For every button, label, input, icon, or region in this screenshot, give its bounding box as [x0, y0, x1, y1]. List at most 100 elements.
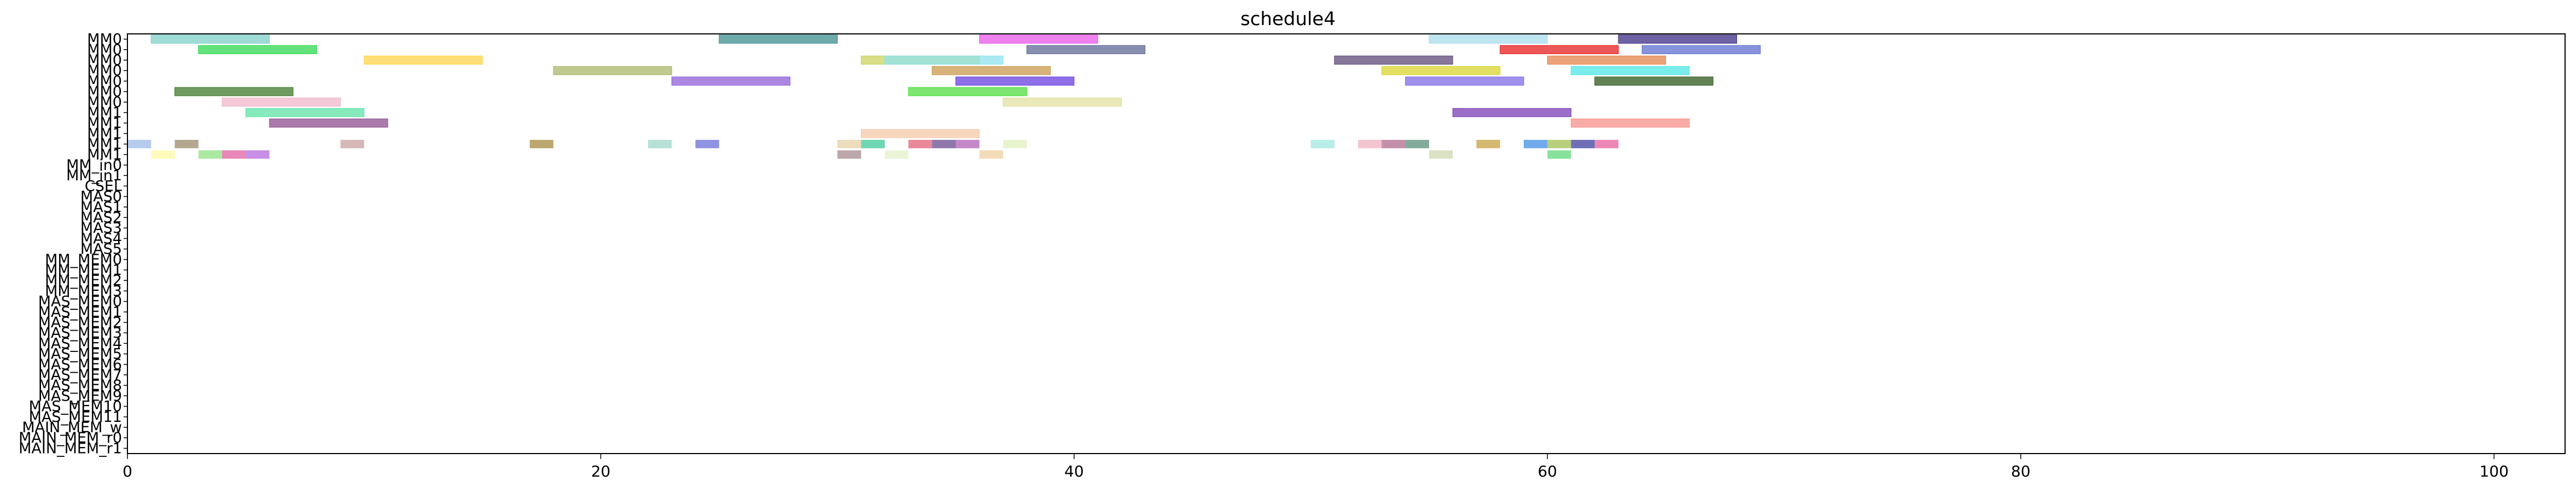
task-bar — [1310, 139, 1334, 149]
task-bar — [269, 119, 388, 128]
task-bar — [1405, 77, 1524, 86]
y-tick-label: MM_in1 — [66, 167, 122, 184]
task-bar — [1618, 34, 1737, 44]
y-tick-label: MM1 — [87, 146, 122, 163]
task-bar — [908, 139, 933, 149]
y-tick-label: MM0 — [87, 42, 122, 58]
task-bar — [837, 139, 861, 149]
task-bar — [1594, 77, 1714, 86]
task-bar — [1429, 150, 1453, 159]
task-bar — [1405, 139, 1429, 149]
task-bar — [1571, 119, 1690, 128]
task-bar — [955, 139, 980, 149]
y-tick-label: MM1 — [87, 104, 122, 121]
y-tick-label: MAIN_MEM_r1 — [19, 440, 122, 457]
task-bar — [1571, 66, 1690, 75]
task-bar — [364, 55, 483, 65]
task-bar — [884, 150, 908, 159]
task-bar — [198, 45, 317, 54]
y-tick-label: MM1 — [87, 136, 122, 153]
task-bar — [174, 139, 199, 149]
task-bar — [695, 139, 719, 149]
task-bar — [884, 55, 1004, 65]
task-bar — [340, 139, 364, 149]
x-tick-label: 0 — [123, 462, 132, 480]
task-bar — [1382, 139, 1406, 149]
y-tick-label: MM_MEM2 — [45, 272, 122, 289]
task-bar — [1641, 45, 1761, 54]
task-bar — [671, 77, 791, 86]
task-bar — [1381, 66, 1501, 75]
y-axis-ticks: MM0MM0MM0MM0MM0MM0MM0MM1MM1MM1MM1MM1MM_i… — [19, 31, 127, 457]
task-bar — [529, 139, 553, 149]
task-bar — [908, 87, 1027, 96]
y-tick-label: MM_MEM0 — [45, 251, 122, 268]
y-tick-label: MAS_MEM11 — [29, 409, 122, 426]
task-bar — [979, 150, 1004, 159]
y-tick-label: MAS_MEM10 — [29, 398, 122, 415]
task-bar — [1547, 150, 1571, 159]
y-tick-label: MAS4 — [80, 230, 122, 247]
task-bar — [837, 150, 861, 159]
task-bar — [648, 139, 672, 149]
y-tick-label: MAS_MEM3 — [38, 325, 122, 342]
y-tick-label: MAS1 — [80, 199, 122, 216]
task-bar — [1500, 45, 1619, 54]
plot-frame — [127, 33, 2566, 454]
y-tick-label: MAS_MEM7 — [38, 367, 122, 384]
y-tick-label: MAS_MEM2 — [38, 314, 122, 331]
y-tick-label: MM1 — [87, 125, 122, 142]
task-bar — [151, 150, 175, 159]
y-tick-label: MM_in0 — [66, 157, 122, 174]
task-bar — [1571, 139, 1595, 149]
y-tick-label: MAS_MEM5 — [38, 346, 122, 363]
task-bar — [1334, 55, 1453, 65]
task-bar — [1476, 139, 1500, 149]
task-bar — [860, 129, 980, 138]
task-bar — [719, 34, 838, 44]
y-tick-label: MAS0 — [80, 189, 122, 205]
x-tick-label: 100 — [2479, 462, 2508, 480]
task-bar — [861, 139, 885, 149]
task-bar — [1003, 139, 1027, 149]
task-bar — [1452, 108, 1572, 117]
y-tick-label: MM1 — [87, 115, 122, 132]
task-bar — [150, 34, 270, 44]
y-tick-label: MAS_MEM8 — [38, 377, 122, 394]
task-bar — [1524, 139, 1548, 149]
task-bar — [127, 139, 151, 149]
task-bar — [932, 139, 956, 149]
y-tick-label: MM0 — [87, 62, 122, 79]
task-bar — [979, 34, 1098, 44]
y-tick-label: MM0 — [87, 52, 122, 69]
y-tick-label: MM0 — [87, 84, 122, 101]
y-tick-label: MM0 — [87, 94, 122, 111]
y-tick-label: MAS_MEM4 — [38, 335, 122, 352]
y-tick-label: MAS_MEM0 — [38, 293, 122, 310]
task-bar — [246, 150, 270, 159]
x-axis-ticks: 0 20 40 60 80 100 — [123, 454, 2509, 480]
task-bar — [955, 77, 1075, 86]
x-tick-label: 60 — [1537, 462, 1557, 480]
task-bar — [1026, 45, 1146, 54]
task-bar — [553, 66, 672, 75]
task-bars — [127, 34, 1761, 159]
task-bar — [222, 97, 341, 107]
y-tick-label: MM_MEM3 — [45, 283, 122, 299]
y-tick-label: MM_MEM1 — [45, 262, 122, 279]
chart-title: schedule4 — [1240, 8, 1336, 30]
y-tick-label: MM0 — [87, 73, 122, 90]
y-tick-label: MAS2 — [80, 209, 122, 226]
task-bar — [245, 108, 365, 117]
y-tick-label: MAS_MEM6 — [38, 356, 122, 373]
y-tick-label: MAIN_MEM_r0 — [19, 430, 122, 446]
task-bar — [1547, 139, 1571, 149]
y-tick-label: MAS_MEM9 — [38, 387, 122, 404]
x-tick-label: 40 — [1064, 462, 1084, 480]
y-tick-label: CSEL — [85, 178, 122, 195]
task-bar — [174, 87, 294, 96]
task-bar — [222, 150, 246, 159]
y-tick-label: MAS_MEM1 — [38, 304, 122, 321]
